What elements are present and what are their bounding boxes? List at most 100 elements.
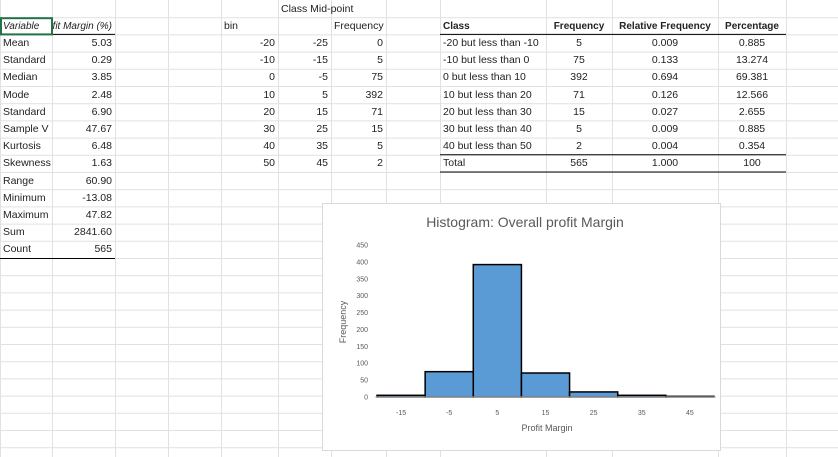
cell-text: 15 <box>316 105 328 118</box>
cell-text: 565 <box>94 243 112 256</box>
cell: Skewness <box>0 155 52 172</box>
cell: 2.48 <box>52 87 115 104</box>
cell: 0.009 <box>612 35 718 52</box>
cell-text: 5 <box>377 54 383 67</box>
cell: Count <box>0 241 52 258</box>
cell: 20 <box>221 104 278 121</box>
cell-text: 0.29 <box>91 54 112 67</box>
cell-text: 0.126 <box>651 88 679 101</box>
cell: 392 <box>546 69 612 86</box>
cell: -5 <box>278 69 331 86</box>
y-tick-label: 400 <box>356 259 368 266</box>
y-axis-label: Frequency <box>338 300 348 343</box>
cell-text: 565 <box>570 157 588 170</box>
cell-text: 2.655 <box>738 105 766 118</box>
cell-text: Total <box>443 157 466 170</box>
cell: 1.000 <box>612 155 718 172</box>
cell-text: 15 <box>573 105 585 118</box>
cell-text: Minimum <box>3 191 46 204</box>
cell-text: 0.885 <box>738 36 766 49</box>
cell-text: 392 <box>570 71 588 84</box>
cell-text: Standard <box>3 105 46 118</box>
cell-text: Median <box>3 71 38 84</box>
cell: 5 <box>331 138 386 155</box>
cell: 565 <box>52 241 115 258</box>
cell-text: Skewness <box>3 157 51 170</box>
cell: Class <box>440 18 546 35</box>
cell-text: Standard <box>3 54 46 67</box>
cell: 0 <box>221 69 278 86</box>
cell: -10 <box>221 52 278 69</box>
cell-text: 35 <box>316 140 328 153</box>
cell-text: 47.82 <box>85 208 112 221</box>
cell-text: 71 <box>371 105 383 118</box>
cell: 1.63 <box>52 155 115 172</box>
cell: Standard <box>0 104 52 121</box>
cell-text: -15 <box>312 54 328 67</box>
cell: 35 <box>278 138 331 155</box>
y-tick-label: 350 <box>356 276 368 283</box>
cell-text: Mode <box>3 88 30 101</box>
cell: Profit Margin (%) <box>52 18 115 35</box>
cell: 47.82 <box>52 207 115 224</box>
cell-text: -25 <box>312 36 328 49</box>
cell-text: 0.354 <box>738 140 766 153</box>
x-axis-label: Profit Margin <box>521 423 572 433</box>
cell-text: -20 <box>259 36 275 49</box>
cell-text: 0 <box>269 71 275 84</box>
cell-text: Maximum <box>3 208 49 221</box>
cell-text: 0.885 <box>738 122 766 135</box>
y-tick-label: 100 <box>356 361 368 368</box>
cell: 0.009 <box>612 121 718 138</box>
cell-text: 0.009 <box>651 122 679 135</box>
cell: 5.03 <box>52 35 115 52</box>
cell-text: 3.85 <box>91 71 112 84</box>
cell: Total <box>440 155 546 172</box>
cell: Frequency <box>546 18 612 35</box>
cell-text: 13.274 <box>735 54 769 67</box>
cell: Class Mid-point <box>278 1 386 18</box>
y-tick-label: 200 <box>356 327 368 334</box>
cell: 0.885 <box>718 121 786 138</box>
cell: 3.85 <box>52 69 115 86</box>
cell: Frequency <box>331 18 440 35</box>
cell-text: 392 <box>365 88 383 101</box>
cell-text: Frequency <box>553 20 605 32</box>
cell-text: 5.03 <box>91 36 112 49</box>
y-tick-label: 150 <box>356 344 368 351</box>
cell-text: -10 but less than 0 <box>443 54 530 67</box>
cell: 565 <box>546 155 612 172</box>
cell: Kurtosis <box>0 138 52 155</box>
x-tick-label: 25 <box>590 410 598 417</box>
cell: 6.90 <box>52 104 115 121</box>
cell: 0.027 <box>612 104 718 121</box>
cell: 30 <box>221 121 278 138</box>
cell-text: 0 <box>377 36 383 49</box>
cell-text: 5 <box>576 36 582 49</box>
x-tick-label: -5 <box>446 410 452 417</box>
cell-text: Sample V <box>3 122 49 135</box>
cell: 75 <box>331 69 386 86</box>
bar <box>520 372 571 398</box>
cell: 10 but less than 20 <box>440 87 546 104</box>
cell: 0.354 <box>718 138 786 155</box>
cell-text: 20 <box>263 105 275 118</box>
cell-text: 71 <box>573 88 585 101</box>
x-tick-label: -15 <box>396 410 406 417</box>
cell-text: Frequency <box>334 19 384 32</box>
cell: -20 but less than -10 <box>440 35 546 52</box>
cell-text: 10 <box>263 88 275 101</box>
cell-text: Kurtosis <box>3 140 41 153</box>
cell-text: Sum <box>3 226 25 239</box>
cell: 69.381 <box>718 69 786 86</box>
cell: -20 <box>221 35 278 52</box>
cell: 5 <box>546 35 612 52</box>
cell: Sum <box>0 224 52 241</box>
cell-text: 1.63 <box>91 157 112 170</box>
x-tick-label: 15 <box>542 410 550 417</box>
cell: bin <box>221 18 278 35</box>
cell: 40 <box>221 138 278 155</box>
cell-text: 10 but less than 20 <box>443 88 532 101</box>
cell-text: 0.027 <box>651 105 679 118</box>
